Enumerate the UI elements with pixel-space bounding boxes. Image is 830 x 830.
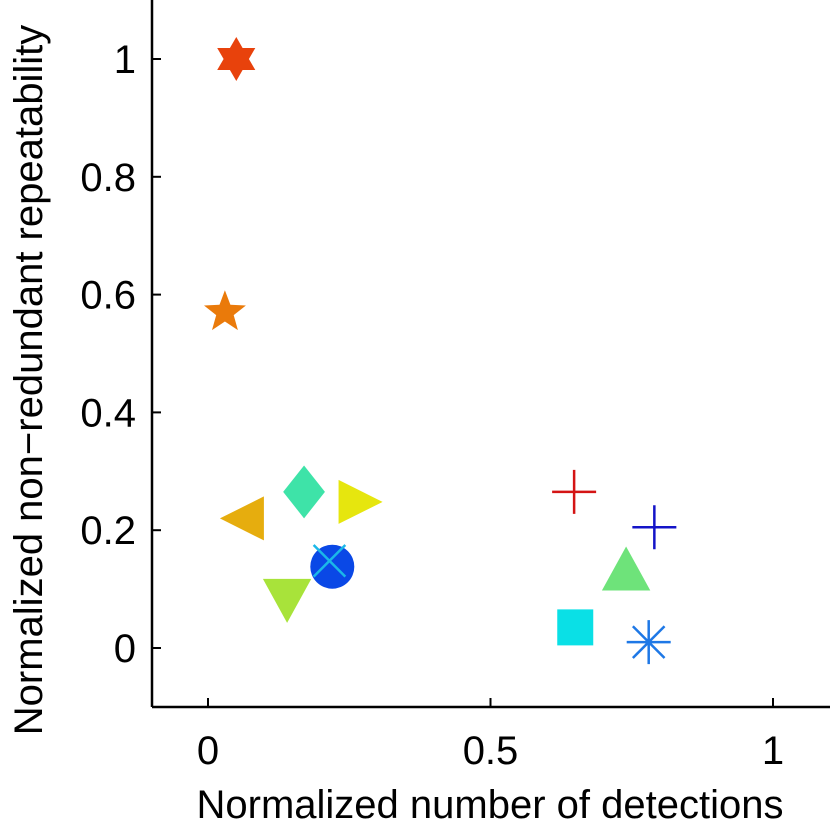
pentagram-marker <box>204 290 246 331</box>
x-tick-label: 1 <box>762 729 784 773</box>
axes <box>150 0 830 709</box>
x-marker <box>312 544 347 578</box>
y-tick-label: 0.6 <box>80 274 136 318</box>
triangle-right-marker <box>338 479 383 524</box>
triangle-up-marker <box>601 546 651 591</box>
x-tick-label: 0 <box>197 729 219 773</box>
triangle-left-marker <box>219 496 264 541</box>
x-ticks: 0 0.5 1 <box>197 698 784 773</box>
circle-marker <box>310 544 355 589</box>
data-points <box>204 37 677 665</box>
y-tick-label: 0 <box>114 627 136 671</box>
plus-marker <box>632 505 677 550</box>
diamond-marker <box>283 465 325 519</box>
y-tick-label: 0.8 <box>80 156 136 200</box>
square-marker <box>557 609 594 646</box>
hexagram-marker <box>217 37 256 81</box>
triangle-down-marker <box>262 578 312 623</box>
y-tick-label: 0.4 <box>80 391 136 435</box>
plus-marker <box>552 469 597 514</box>
x-tick-label: 0.5 <box>463 729 519 773</box>
y-ticks: 0 0.2 0.4 0.6 0.8 1 <box>80 38 161 671</box>
y-tick-label: 1 <box>114 38 136 82</box>
x-axis-label: Normalized number of detections <box>197 783 784 827</box>
y-tick-label: 0.2 <box>80 509 136 553</box>
y-axis-label: Normalized non−redundant repeatability <box>7 25 51 735</box>
asterisk-marker <box>626 620 671 665</box>
